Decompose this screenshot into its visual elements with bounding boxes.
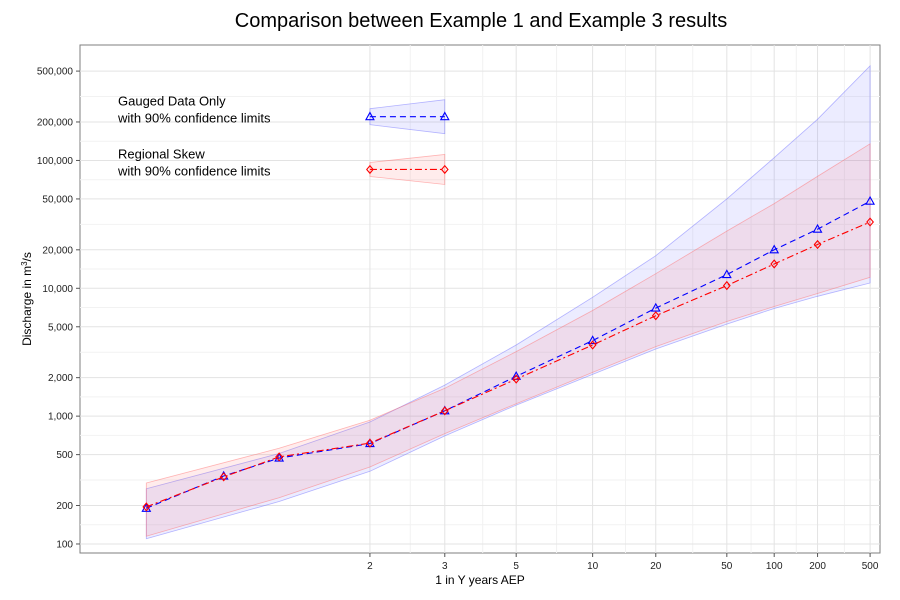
x-axis-label: 1 in Y years AEP <box>435 573 525 587</box>
data-point-regional <box>722 280 731 291</box>
x-tick-label: 5 <box>513 561 519 572</box>
x-tick-label: 200 <box>809 561 826 572</box>
y-tick-label: 100,000 <box>37 156 74 167</box>
legend-sublabel-gauged: with 90% confidence limits <box>117 111 271 126</box>
plot-panel <box>79 44 881 554</box>
data-point-regional <box>366 438 374 448</box>
data-point-regional <box>651 311 660 321</box>
series-line-gauged <box>146 200 871 509</box>
y-tick-label: 20,000 <box>42 245 73 256</box>
y-axis-label-superscript: 3 <box>20 261 29 266</box>
y-tick-label: 10,000 <box>42 284 73 295</box>
y-tick-label: 200 <box>56 501 73 512</box>
y-axis-label-tail: /s <box>20 252 34 261</box>
confidence-band-gauged <box>145 64 871 540</box>
confidence-band-regional <box>145 143 871 537</box>
data-point-regional <box>770 259 779 269</box>
y-axis-label-main: Discharge in m <box>20 266 34 346</box>
series-line-regional <box>146 221 871 508</box>
x-tick-label: 100 <box>766 561 783 572</box>
data-point-regional <box>813 239 822 250</box>
x-tick-label: 20 <box>650 561 662 572</box>
data-point-regional <box>142 502 151 512</box>
legend-band-regional <box>369 154 446 185</box>
y-tick-label: 100 <box>56 539 73 550</box>
data-point-regional <box>440 406 449 416</box>
legend-marker-gauged <box>364 111 375 121</box>
x-tick-label: 2 <box>367 561 373 572</box>
legend-sublabel-regional: with 90% confidence limits <box>117 163 271 178</box>
grid-lines <box>80 45 880 553</box>
x-tick-label: 50 <box>721 561 733 572</box>
x-tick-label: 500 <box>862 561 879 572</box>
data-point-gauged <box>812 223 823 233</box>
x-tick-label: 3 <box>442 561 448 572</box>
data-point-regional <box>275 452 284 462</box>
legend-marker-regional <box>366 164 374 175</box>
y-tick-label: 5,000 <box>48 322 73 333</box>
y-tick-label: 200,000 <box>37 117 74 128</box>
y-tick-label: 500 <box>56 450 73 461</box>
legend-label-gauged: Gauged Data Only <box>118 94 226 109</box>
series-lines <box>141 195 876 512</box>
data-point-regional <box>588 340 597 350</box>
legend-marker-regional <box>440 164 449 175</box>
y-tick-label: 2,000 <box>48 373 73 384</box>
data-point-gauged <box>769 244 780 254</box>
legend-label-regional: Regional Skew <box>118 146 205 161</box>
y-axis-label: Discharge in m3/s <box>20 252 35 346</box>
axis-ticks: 100 200 500 1,000 2,000 5,000 10,000 20,000 50,0… <box>37 67 879 572</box>
legend-marker-gauged <box>439 111 450 121</box>
data-point-regional <box>512 374 521 384</box>
chart-title: Comparison between Example 1 and Example… <box>235 10 727 32</box>
data-point-regional <box>866 217 875 227</box>
data-point-gauged <box>587 335 598 345</box>
y-tick-label: 50,000 <box>42 194 73 205</box>
x-tick-label: 10 <box>587 561 599 572</box>
y-tick-label: 500,000 <box>37 67 74 78</box>
data-point-regional <box>219 472 228 482</box>
confidence-bands <box>145 64 871 540</box>
legend: Gauged Data Only with 90% confidence limi… <box>117 94 450 185</box>
data-point-gauged <box>865 195 876 205</box>
y-tick-label: 1,000 <box>48 412 73 423</box>
data-point-gauged <box>721 269 732 279</box>
